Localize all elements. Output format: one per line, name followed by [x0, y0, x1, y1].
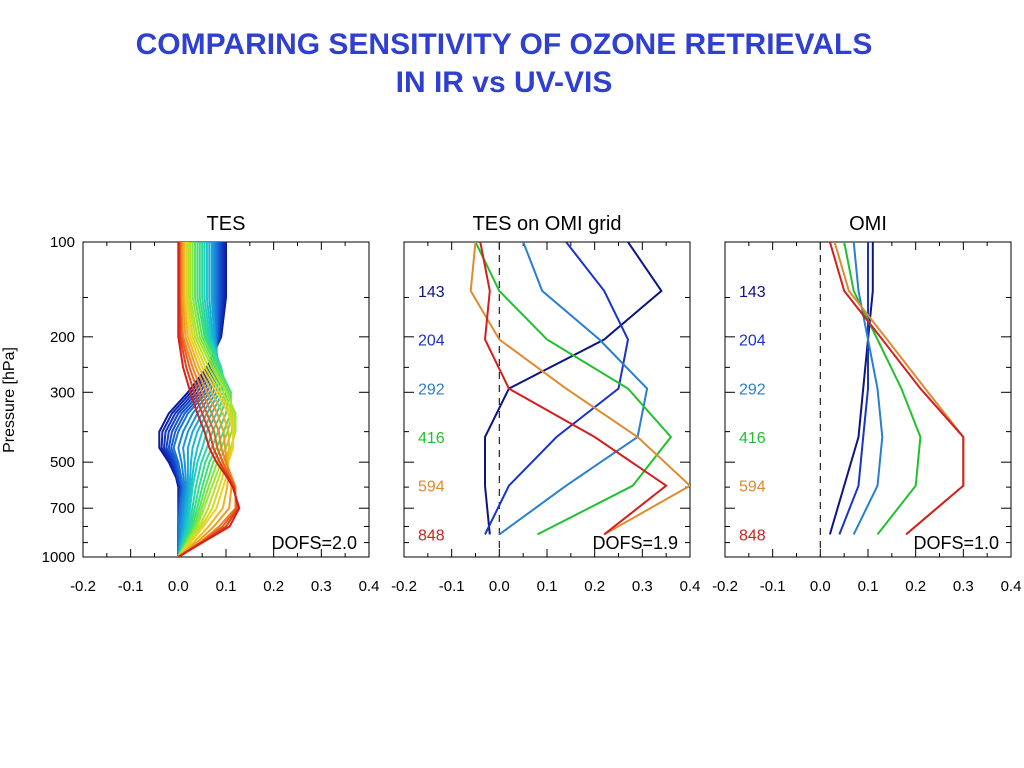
series-line — [843, 242, 922, 536]
slide-title: COMPARING SENSITIVITY OF OZONE RETRIEVAL… — [0, 26, 1008, 102]
x-tick-label: 0.3 — [953, 578, 974, 595]
level-label: 416 — [739, 430, 766, 447]
x-tick-label: 0.1 — [858, 578, 879, 595]
y-tick-label: 700 — [50, 500, 75, 517]
series-line — [479, 242, 668, 536]
panel-1: TES -0.2 -0.1 0.0 0.1 0.2 0.3 0.4 100 200 300 500 70… — [42, 213, 380, 595]
series-line — [177, 242, 220, 557]
x-tick-label: 0.0 — [810, 578, 831, 595]
series-line — [177, 242, 235, 557]
series-line — [177, 242, 224, 557]
level-label: 143 — [418, 284, 445, 301]
x-tick-label: -0.1 — [118, 578, 144, 595]
level-label: 204 — [739, 333, 766, 350]
x-tick-label: 0.4 — [680, 578, 701, 595]
x-tick-label: 0.1 — [216, 578, 237, 595]
dofs-annotation: DOFS=1.9 — [592, 533, 678, 553]
x-tick-label: 0.0 — [168, 578, 189, 595]
x-tick-label: 0.3 — [632, 578, 653, 595]
series-line — [833, 242, 965, 536]
series-line — [177, 242, 240, 557]
series-line — [177, 242, 233, 557]
x-tick-label: -0.2 — [391, 578, 417, 595]
series-group — [469, 242, 690, 536]
series-line — [498, 242, 649, 536]
series-group — [828, 242, 965, 536]
panel-title: TES — [207, 213, 246, 235]
x-tick-label: 0.1 — [537, 578, 558, 595]
y-tick-label: 200 — [50, 329, 75, 346]
series-line — [177, 242, 229, 557]
level-label: 848 — [418, 527, 445, 544]
x-tick-label: 0.4 — [1001, 578, 1022, 595]
series-line — [177, 242, 221, 557]
y-tick-label: 100 — [50, 234, 75, 251]
x-tick-label: 0.2 — [263, 578, 284, 595]
level-label: 594 — [418, 479, 445, 496]
level-label: 848 — [739, 527, 766, 544]
y-tick-label: 300 — [50, 384, 75, 401]
series-line — [469, 242, 690, 536]
level-label: 416 — [418, 430, 445, 447]
x-tick-label: 0.2 — [905, 578, 926, 595]
series-line — [484, 242, 663, 535]
series-line — [838, 242, 869, 535]
x-tick-label: 0.2 — [584, 578, 605, 595]
series-line — [474, 242, 673, 536]
level-label: 204 — [418, 333, 445, 350]
panel-title: OMI — [849, 213, 887, 235]
dofs-annotation: DOFS=1.0 — [913, 533, 999, 553]
title-line-1: COMPARING SENSITIVITY OF OZONE RETRIEVAL… — [135, 28, 873, 61]
series-line — [828, 242, 874, 535]
series-line — [177, 242, 219, 557]
y-tick-label: 500 — [50, 454, 75, 471]
series-line — [177, 242, 241, 557]
x-tick-label: -0.2 — [70, 578, 96, 595]
series-group — [158, 242, 241, 557]
level-label: 292 — [418, 382, 445, 399]
x-tick-label: 0.0 — [489, 578, 510, 595]
level-label: 594 — [739, 479, 766, 496]
series-line — [177, 242, 231, 557]
panel-2: TES on OMI grid -0.2 -0.1 0.0 0.1 0.2 0.3 0.4 14… — [391, 213, 700, 595]
series-line — [172, 242, 218, 557]
dofs-annotation: DOFS=2.0 — [271, 533, 357, 553]
y-axis-label: Pressure [hPa] — [1, 347, 18, 453]
panel-title: TES on OMI grid — [473, 213, 622, 235]
panel-3: OMI -0.2 -0.1 0.0 0.1 0.2 0.3 0.4 143 204 292 416 59… — [712, 213, 1021, 595]
series-line — [177, 242, 235, 557]
x-tick-label: -0.1 — [439, 578, 465, 595]
level-label: 143 — [739, 284, 766, 301]
level-label: 292 — [739, 382, 766, 399]
x-tick-label: -0.1 — [760, 578, 786, 595]
series-line — [177, 242, 237, 557]
x-tick-label: 0.4 — [359, 578, 380, 595]
series-line — [852, 242, 884, 535]
series-line — [484, 242, 630, 535]
series-line — [177, 242, 228, 557]
y-tick-label: 1000 — [42, 549, 75, 566]
series-line — [177, 242, 238, 557]
x-tick-label: 0.3 — [311, 578, 332, 595]
x-tick-label: -0.2 — [712, 578, 738, 595]
series-line — [177, 242, 220, 557]
series-line — [828, 242, 965, 536]
title-line-2: IN IR vs UV-VIS — [395, 66, 613, 99]
